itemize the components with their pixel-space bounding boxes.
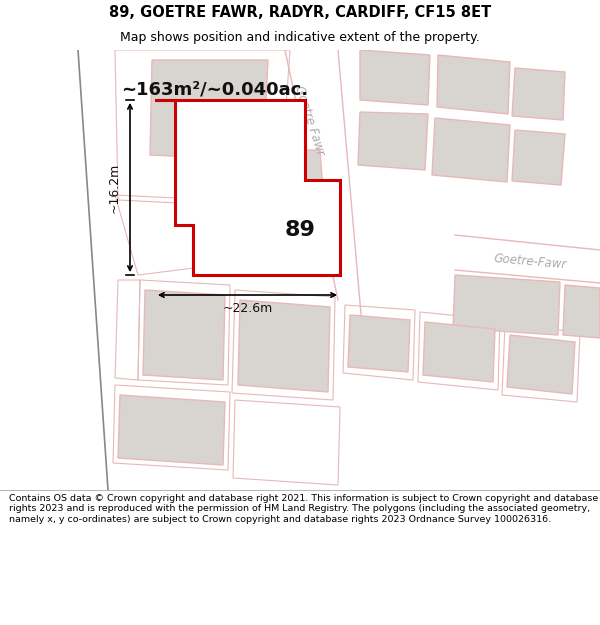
Polygon shape <box>230 150 325 220</box>
Polygon shape <box>150 60 268 160</box>
Polygon shape <box>432 118 510 182</box>
Text: Goetre-Fawr: Goetre-Fawr <box>493 253 567 272</box>
Text: 89, GOETRE FAWR, RADYR, CARDIFF, CF15 8ET: 89, GOETRE FAWR, RADYR, CARDIFF, CF15 8E… <box>109 5 491 20</box>
Text: Contains OS data © Crown copyright and database right 2021. This information is : Contains OS data © Crown copyright and d… <box>9 494 598 524</box>
Polygon shape <box>453 275 560 335</box>
Text: 89: 89 <box>284 220 316 240</box>
Polygon shape <box>245 232 322 275</box>
Polygon shape <box>423 322 495 382</box>
Polygon shape <box>507 335 575 394</box>
Polygon shape <box>512 130 565 185</box>
Polygon shape <box>437 55 510 114</box>
Polygon shape <box>143 290 225 380</box>
Polygon shape <box>512 68 565 120</box>
Polygon shape <box>358 112 428 170</box>
Polygon shape <box>238 300 330 392</box>
Polygon shape <box>118 395 225 465</box>
Polygon shape <box>563 285 600 338</box>
Text: Map shows position and indicative extent of the property.: Map shows position and indicative extent… <box>120 31 480 44</box>
Text: ~16.2m: ~16.2m <box>107 162 121 212</box>
Text: ~22.6m: ~22.6m <box>223 301 272 314</box>
Text: Goetre Fawr: Goetre Fawr <box>293 84 328 156</box>
Polygon shape <box>348 315 410 372</box>
Polygon shape <box>360 50 430 105</box>
Text: ~163m²/~0.040ac.: ~163m²/~0.040ac. <box>121 81 308 99</box>
Polygon shape <box>155 100 340 275</box>
